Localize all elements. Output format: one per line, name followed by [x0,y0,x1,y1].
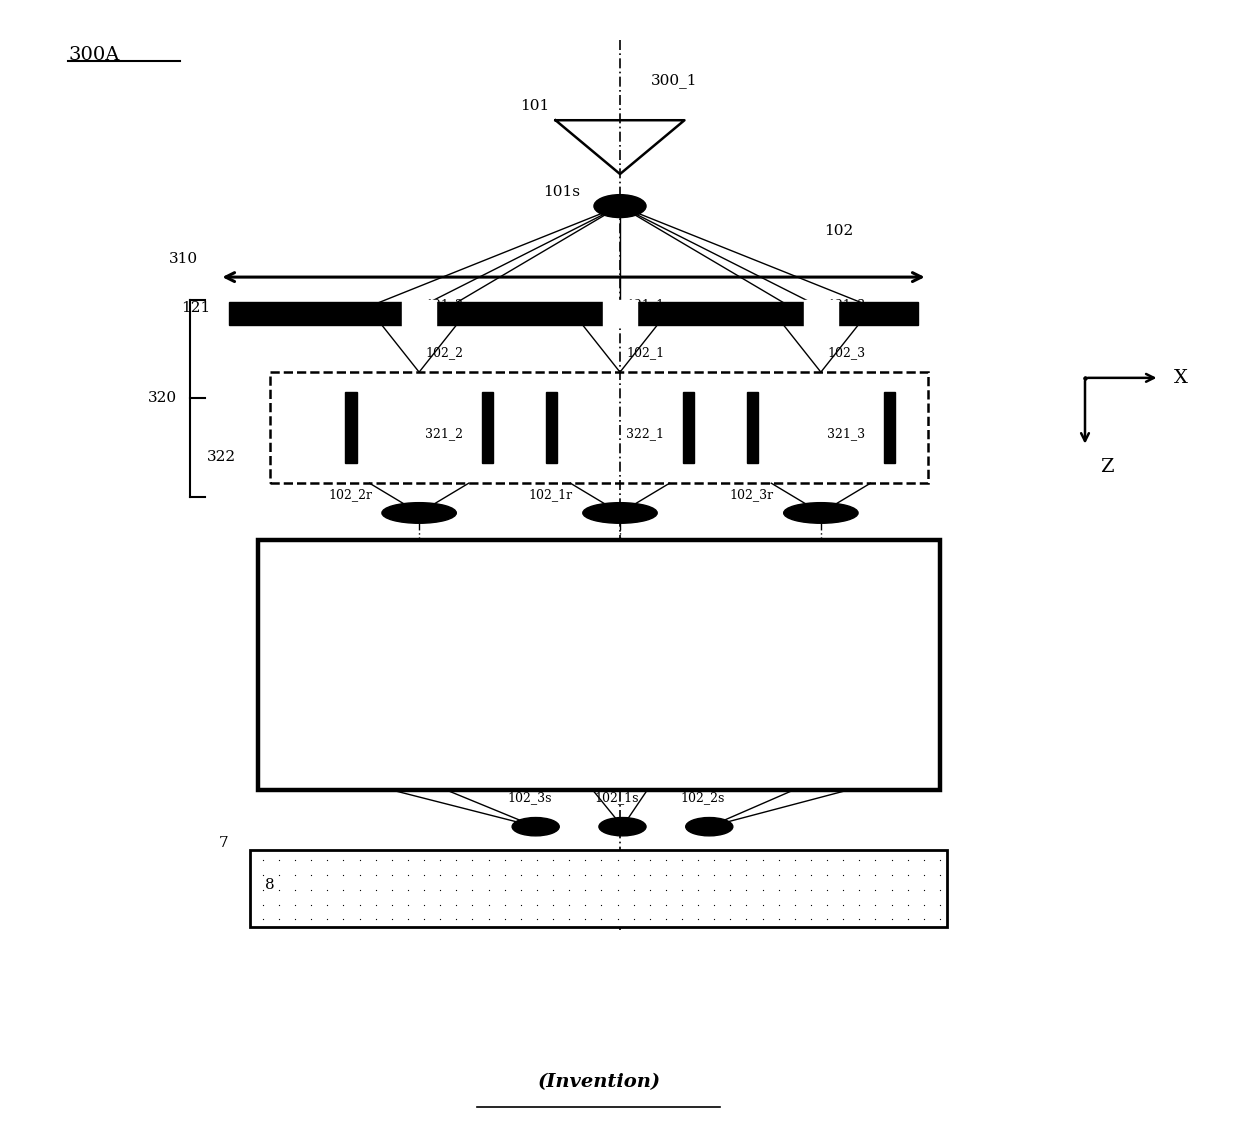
Ellipse shape [594,195,646,218]
Text: 300_1: 300_1 [651,73,697,87]
Ellipse shape [382,503,456,523]
Ellipse shape [599,818,646,836]
Text: 121_2: 121_2 [425,298,464,311]
Ellipse shape [686,818,733,836]
Text: 321_2: 321_2 [425,427,464,440]
Text: 102_3r: 102_3r [729,488,774,502]
Text: 101: 101 [520,100,549,113]
Ellipse shape [784,503,858,523]
Bar [603,300,637,327]
Text: 102_1: 102_1 [626,346,665,360]
Text: 102_1r: 102_1r [528,488,573,502]
Text: X: X [1174,369,1188,387]
Bar [345,393,357,464]
Bar [746,393,759,464]
Text: 300A-P: 300A-P [308,601,378,619]
Text: 7: 7 [218,836,228,850]
Text: 322: 322 [207,450,236,464]
Bar [270,372,928,483]
Text: 322_1: 322_1 [626,427,665,440]
Bar [683,393,694,464]
Text: (Invention): (Invention) [537,1073,661,1091]
Text: 121_1: 121_1 [626,298,665,311]
Text: 102_3s: 102_3s [507,791,552,804]
Text: 320: 320 [149,392,177,405]
Ellipse shape [512,818,559,836]
Text: 101s: 101s [543,185,580,199]
Bar [481,393,494,464]
Bar [229,302,918,325]
Text: 121: 121 [181,301,211,315]
Ellipse shape [583,503,657,523]
Bar [884,393,895,464]
Text: 102_1s: 102_1s [594,791,639,804]
Text: 102_3: 102_3 [827,346,866,360]
Text: 121_3: 121_3 [827,298,866,311]
Text: 102_2s: 102_2s [681,791,725,804]
Bar [250,850,947,927]
Text: Z: Z [1100,458,1114,476]
Bar [804,300,838,327]
Bar [546,393,558,464]
Text: 321_3: 321_3 [827,427,866,440]
Text: 102: 102 [825,224,854,238]
Bar [402,300,436,327]
Text: 8: 8 [265,877,275,892]
Text: 310: 310 [170,252,198,266]
Text: 300A: 300A [68,46,119,64]
Bar [258,540,940,790]
Text: 102_2r: 102_2r [329,488,372,502]
Text: 102_2: 102_2 [425,346,464,360]
